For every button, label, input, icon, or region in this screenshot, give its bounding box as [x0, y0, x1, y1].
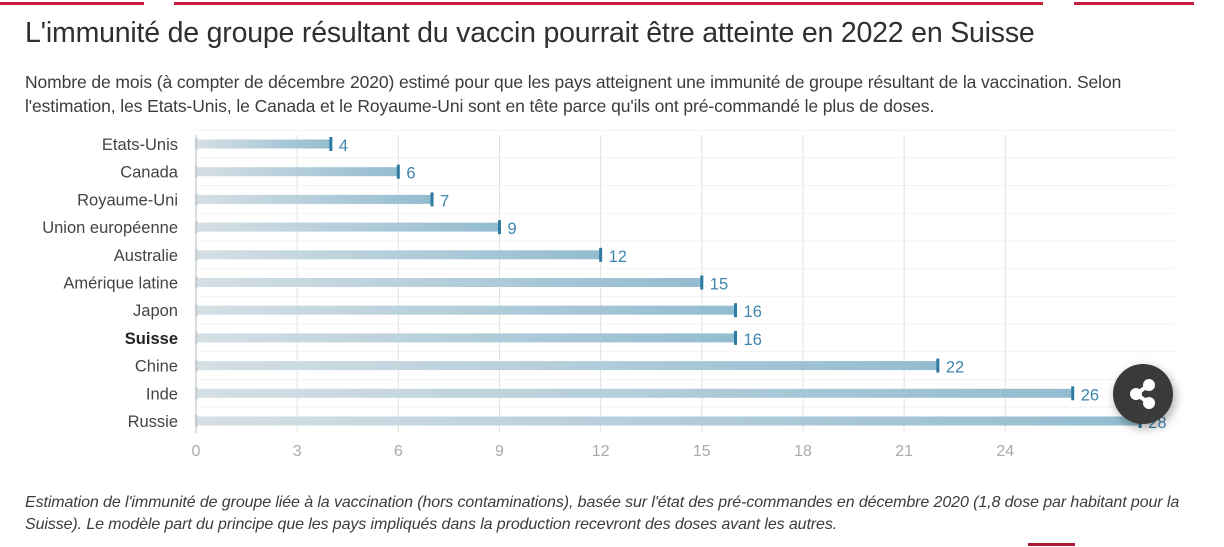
bar-start-mark — [195, 221, 198, 234]
bar-start-mark — [195, 304, 198, 317]
bar-start-mark — [195, 193, 198, 206]
x-tick-label: 6 — [394, 443, 403, 460]
category-label: Inde — [146, 385, 178, 403]
bar — [196, 361, 938, 371]
x-tick-label: 15 — [693, 443, 711, 460]
top-accent-line-2 — [174, 2, 1043, 5]
bars — [195, 137, 1142, 428]
bar-end-cap — [734, 330, 738, 345]
bar — [196, 222, 500, 232]
value-label: 26 — [1081, 386, 1099, 404]
category-label: Union européenne — [42, 219, 178, 237]
value-label: 6 — [406, 165, 415, 183]
share-icon — [1130, 379, 1155, 409]
bar — [196, 139, 331, 149]
bar-start-mark — [195, 331, 198, 344]
category-label: Canada — [120, 164, 179, 182]
category-labels: Etats-Unis Canada Royaume-Uni Union europée… — [42, 136, 179, 431]
category-label: Amérique latine — [63, 275, 178, 293]
x-tick-label: 12 — [592, 443, 610, 460]
category-label: Chine — [135, 358, 178, 376]
value-label: 16 — [744, 331, 762, 349]
bar-end-cap — [1071, 386, 1075, 401]
share-button[interactable] — [1113, 364, 1173, 424]
bar-end-cap — [599, 247, 603, 262]
bar-start-mark — [195, 138, 198, 150]
x-tick-label: 21 — [895, 443, 913, 460]
bar-start-mark — [195, 248, 198, 261]
bar-start-mark — [195, 359, 198, 372]
x-axis-ticks: 0 3 6 9 12 15 18 21 24 — [192, 443, 1015, 460]
category-label: Australie — [114, 247, 178, 265]
bar — [196, 278, 702, 287]
bar-start-mark — [195, 165, 198, 178]
value-label: 7 — [440, 192, 449, 210]
bar-end-cap — [396, 164, 400, 179]
category-label: Royaume-Uni — [77, 191, 178, 209]
chart-subtitle: Nombre de mois (à compter de décembre 20… — [25, 72, 1122, 116]
value-label: 15 — [710, 276, 728, 294]
value-label: 12 — [609, 248, 627, 266]
value-label: 4 — [339, 137, 348, 155]
bar-start-mark — [195, 276, 198, 289]
bar-start-mark — [195, 415, 198, 427]
bar — [196, 250, 601, 260]
bar-end-cap — [734, 303, 738, 318]
x-tick-label: 0 — [192, 443, 201, 460]
footnote: Estimation de l'immunité de groupe liée … — [25, 494, 1180, 533]
category-label: Russie — [128, 413, 178, 431]
top-accent-line-1 — [0, 2, 144, 5]
x-tick-label: 3 — [293, 443, 302, 460]
chart-title: L'immunité de groupe résultant du vaccin… — [25, 17, 1035, 49]
bar-end-cap — [936, 358, 940, 373]
bar-end-cap — [329, 137, 333, 151]
bar-end-cap — [700, 275, 704, 290]
top-accent-line-3 — [1074, 2, 1194, 5]
bar-chart: Etats-Unis Canada Royaume-Uni Union europée… — [42, 129, 1175, 460]
bottom-accent-line — [1028, 543, 1075, 546]
bar-start-mark — [195, 387, 198, 400]
x-tick-label: 9 — [495, 443, 504, 460]
bar — [196, 305, 736, 315]
bar — [196, 388, 1073, 398]
x-tick-label: 18 — [794, 443, 812, 460]
value-label: 22 — [946, 359, 964, 377]
bar — [196, 194, 433, 204]
value-label: 16 — [744, 303, 762, 321]
bar — [196, 333, 736, 343]
value-label: 9 — [507, 220, 516, 238]
category-label: Japon — [133, 302, 178, 320]
bar-end-cap — [497, 220, 501, 235]
category-label: Suisse — [125, 330, 178, 348]
x-tick-label: 24 — [996, 443, 1014, 460]
bar — [196, 416, 1141, 426]
bar — [196, 167, 399, 177]
category-label: Etats-Unis — [102, 136, 178, 154]
bar-end-cap — [430, 192, 434, 207]
